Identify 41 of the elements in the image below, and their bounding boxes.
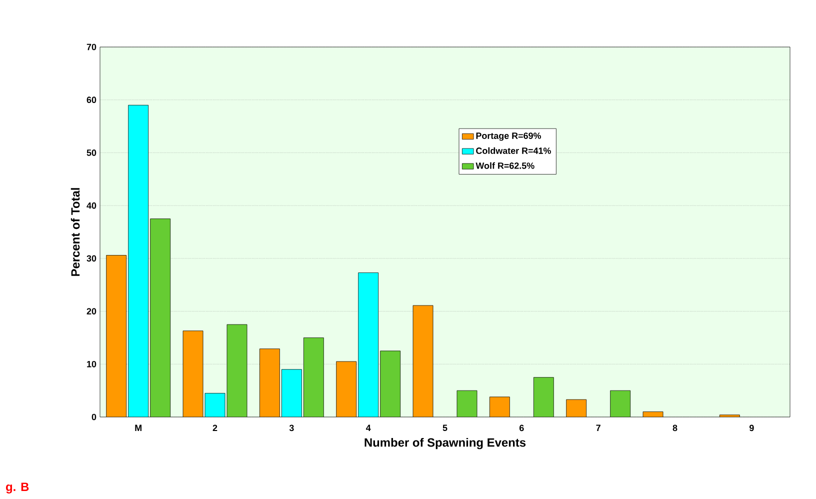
y-tick-label: 40 xyxy=(86,202,96,209)
bar xyxy=(204,393,226,417)
y-tick-label: 0 xyxy=(92,414,96,420)
y-tick-label: 60 xyxy=(86,96,96,104)
y-tick-label: 10 xyxy=(87,360,96,368)
y-axis-title: Percent of Total xyxy=(70,188,80,276)
bar xyxy=(533,377,554,417)
bar xyxy=(358,272,379,417)
bar xyxy=(106,255,127,417)
x-tick-label: 8 xyxy=(672,424,678,432)
bar xyxy=(610,390,631,417)
bar xyxy=(412,305,434,417)
x-tick-label: 2 xyxy=(212,424,218,432)
y-tick-label: 30 xyxy=(86,255,96,262)
legend-label: Portage R=69% xyxy=(476,132,541,141)
bar xyxy=(226,324,248,417)
bar xyxy=(566,399,587,417)
bar xyxy=(336,361,357,417)
bar xyxy=(281,369,302,417)
legend-label: Wolf R=62.5% xyxy=(476,162,534,169)
x-tick-label: 7 xyxy=(596,424,600,431)
bar xyxy=(303,338,324,417)
x-tick-label: 4 xyxy=(366,424,371,431)
y-tick-label: 70 xyxy=(86,44,96,50)
bar xyxy=(182,330,204,417)
legend-label: Coldwater R=41% xyxy=(476,147,551,154)
y-tick-label: 50 xyxy=(86,150,96,156)
bar xyxy=(150,218,171,417)
bar xyxy=(456,390,478,417)
y-tick-label: 20 xyxy=(86,308,96,314)
bar xyxy=(259,348,280,417)
x-tick-label: 6 xyxy=(520,424,524,432)
text: g. B xyxy=(6,482,29,494)
x-tick-label: M xyxy=(135,424,142,431)
bar xyxy=(380,350,401,417)
bar xyxy=(128,104,149,417)
bar xyxy=(489,396,510,417)
x-tick-label: 5 xyxy=(442,424,448,432)
x-axis-title: Number of Spawning Events xyxy=(364,438,526,450)
x-tick-label: 9 xyxy=(749,424,754,432)
x-tick-label: 3 xyxy=(289,424,294,432)
